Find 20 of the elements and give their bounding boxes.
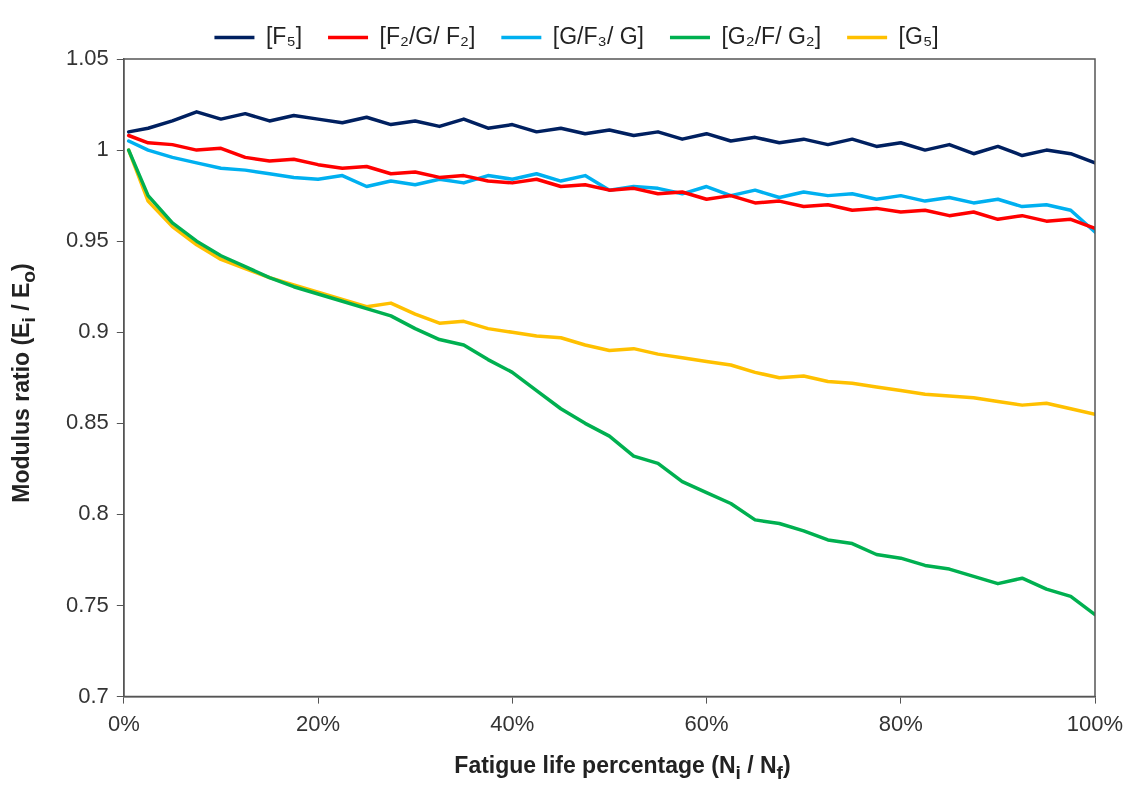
x-tick-label: 20% xyxy=(296,710,341,736)
legend-label: [G₅] xyxy=(898,22,939,49)
y-tick-label: 0.85 xyxy=(65,409,109,435)
legend-label: [F₅] xyxy=(265,22,303,49)
legend-label: [G/F₃/ G] xyxy=(552,22,644,49)
y-tick-label: 0.95 xyxy=(65,227,109,253)
x-tick-label: 80% xyxy=(878,710,923,736)
y-tick-label: 1.05 xyxy=(65,45,109,71)
y-tick-label: 0.9 xyxy=(78,318,109,344)
y-tick-label: 0.8 xyxy=(78,500,109,526)
x-tick-label: 60% xyxy=(684,710,729,736)
x-axis-title: Fatigue life percentage (N$_{i}$ / N$_{f}$) xyxy=(453,752,792,784)
y-tick-label: 1 xyxy=(96,136,109,162)
y-tick-label: 0.75 xyxy=(65,591,109,617)
x-tick-label: 0% xyxy=(107,710,140,736)
x-tick-label: 40% xyxy=(490,710,535,736)
legend-label: [F₂/G/ F₂] xyxy=(379,22,476,49)
x-tick-label: 100% xyxy=(1066,710,1124,736)
y-tick-label: 0.7 xyxy=(78,682,109,708)
legend-label: [G₂/F/ G₂] xyxy=(721,22,822,49)
